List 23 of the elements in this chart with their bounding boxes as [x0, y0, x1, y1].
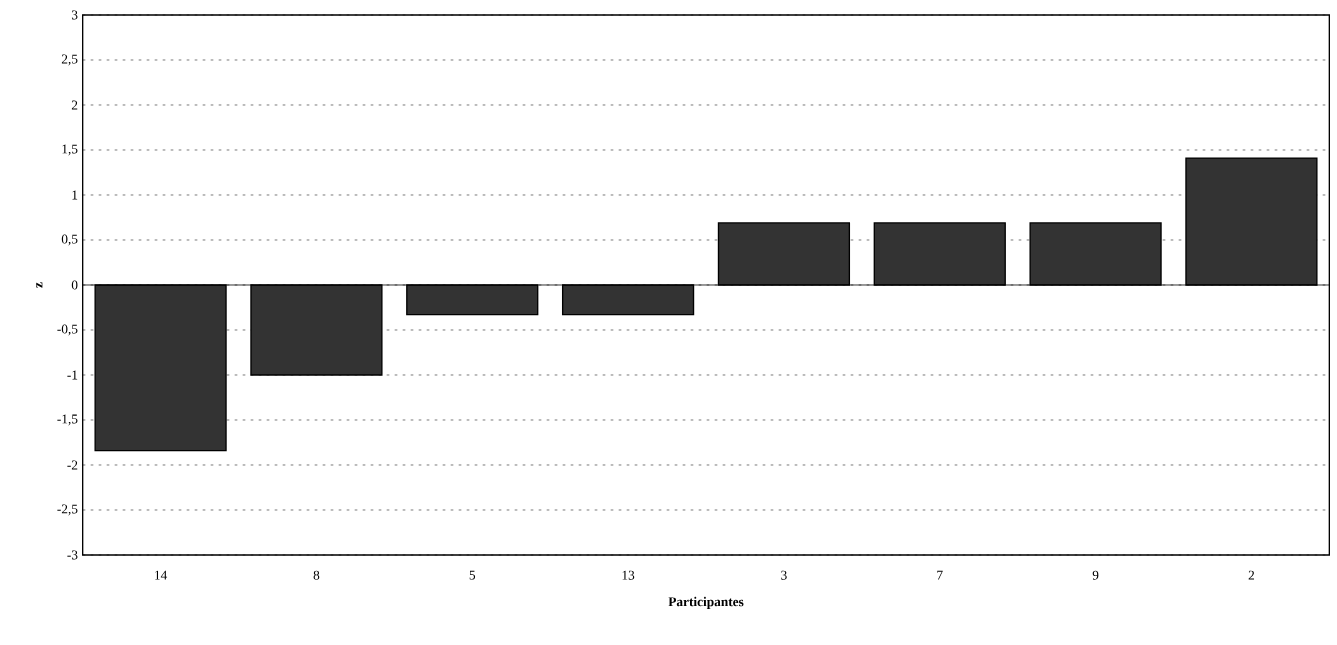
- x-axis-title: Participantes: [668, 596, 744, 609]
- y-tick-label: -2: [67, 460, 78, 470]
- x-tick-label: 7: [937, 570, 943, 580]
- x-tick-label: 3: [781, 570, 787, 580]
- x-tick-label: 13: [622, 570, 635, 580]
- y-tick-label: 0,5: [61, 234, 78, 246]
- x-tick-label: 5: [469, 570, 476, 580]
- y-tick-label: -1: [67, 370, 78, 380]
- y-tick-label: -0,5: [57, 324, 78, 336]
- y-tick-label: -1,5: [57, 414, 78, 426]
- y-tick-label: 1: [72, 190, 78, 200]
- y-tick-label: 0: [71, 280, 78, 290]
- y-tick-label: -2,5: [57, 504, 78, 516]
- y-tick-label: 3: [71, 10, 78, 20]
- x-tick-label: 9: [1092, 570, 1099, 580]
- x-tick-label: 8: [313, 570, 320, 580]
- y-tick-label: -3: [67, 550, 78, 560]
- y-tick-label: 2: [71, 100, 78, 110]
- y-axis-title: z: [36, 282, 43, 288]
- y-tick-label: 2,5: [61, 54, 78, 66]
- y-tick-label: 1,5: [62, 144, 78, 156]
- x-tick-label: 14: [155, 570, 168, 580]
- x-tick-label: 2: [1248, 570, 1255, 580]
